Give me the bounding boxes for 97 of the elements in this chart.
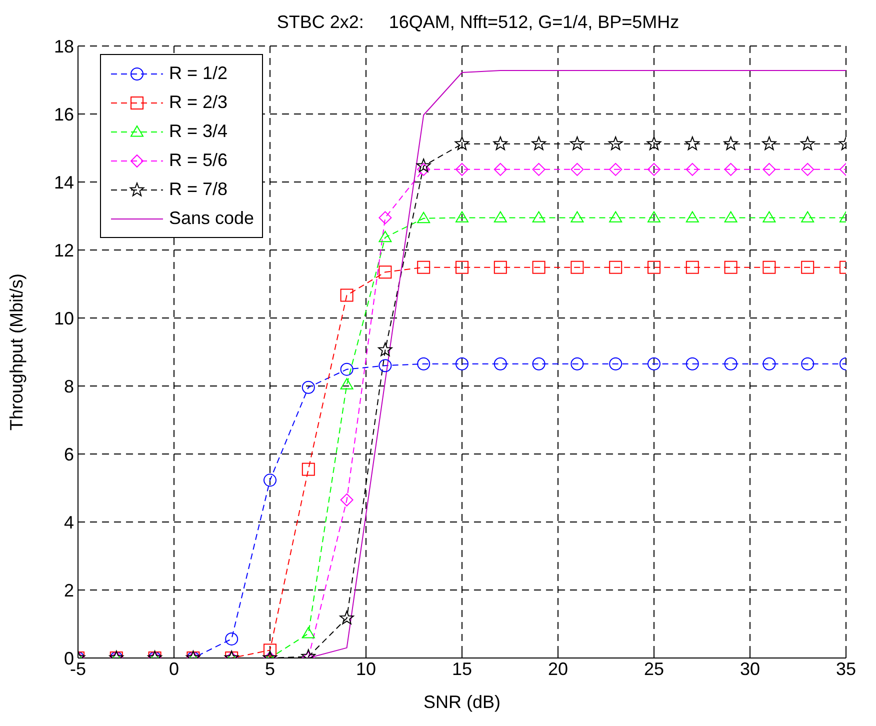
legend-label: R = 1/2 — [169, 63, 228, 84]
y-tick-label: 14 — [54, 172, 74, 192]
point — [800, 136, 815, 150]
point — [609, 162, 622, 176]
point — [532, 162, 546, 176]
y-tick-label: 16 — [54, 104, 74, 124]
point — [456, 260, 468, 274]
point — [494, 162, 507, 176]
point — [378, 211, 392, 224]
legend-label: R = 3/4 — [169, 121, 228, 142]
x-tick-label: 10 — [356, 658, 376, 679]
point — [724, 211, 738, 222]
point — [340, 288, 354, 302]
point — [608, 136, 623, 150]
point — [685, 136, 700, 150]
point — [801, 260, 814, 274]
point — [648, 357, 660, 370]
point — [378, 266, 392, 279]
point — [378, 230, 392, 242]
point — [686, 162, 699, 176]
point — [801, 162, 814, 176]
x-tick-label: 15 — [452, 658, 472, 679]
point — [762, 357, 776, 370]
point — [762, 260, 776, 274]
point — [225, 632, 238, 646]
point — [724, 357, 738, 370]
point — [686, 211, 699, 222]
chart-title: STBC 2x2: 16QAM, Nfft=512, G=1/4, BP=5MHz — [276, 12, 680, 33]
point — [570, 162, 584, 176]
point — [801, 211, 814, 222]
point — [570, 357, 584, 370]
point — [532, 211, 546, 222]
point — [378, 342, 392, 356]
point — [724, 162, 738, 176]
point — [456, 211, 468, 222]
point — [686, 357, 699, 370]
point — [648, 211, 660, 222]
x-tick-label: 30 — [740, 658, 760, 679]
point — [264, 474, 276, 487]
point — [724, 260, 738, 274]
point — [532, 357, 546, 370]
point — [686, 260, 699, 274]
legend-label: R = 5/6 — [169, 150, 228, 171]
point — [456, 162, 468, 176]
point — [454, 136, 470, 150]
point — [302, 380, 315, 394]
point — [340, 362, 354, 376]
point — [646, 136, 662, 150]
point — [570, 136, 584, 150]
point — [648, 260, 660, 274]
y-tick-label: 18 — [54, 36, 74, 56]
point — [801, 357, 814, 370]
point — [340, 378, 354, 390]
point — [762, 162, 776, 176]
point — [570, 211, 584, 222]
point — [416, 158, 431, 172]
point — [417, 357, 430, 370]
point — [340, 493, 354, 506]
y-tick-label: 8 — [64, 376, 74, 396]
point — [417, 260, 430, 274]
legend-label: Sans code — [169, 208, 254, 229]
point — [378, 359, 392, 372]
point — [570, 260, 584, 274]
x-tick-label: 0 — [168, 658, 180, 679]
point — [609, 260, 622, 274]
point — [264, 644, 276, 657]
x-tick-label: 35 — [836, 658, 856, 679]
x-axis-title: SNR (dB) — [423, 692, 501, 712]
x-tick-label: 20 — [548, 658, 568, 679]
point — [417, 212, 430, 224]
point — [417, 162, 430, 176]
legend-label: R = 7/8 — [169, 179, 228, 200]
point — [532, 136, 546, 150]
point — [494, 357, 507, 370]
point — [762, 136, 776, 150]
point — [302, 627, 315, 638]
point — [456, 357, 468, 370]
point — [609, 211, 622, 222]
point — [532, 260, 546, 274]
y-tick-label: 12 — [54, 240, 74, 260]
y-tick-label: 4 — [64, 512, 74, 532]
y-tick-label: 10 — [54, 308, 74, 328]
y-tick-label: 2 — [64, 580, 74, 600]
y-tick-label: 6 — [64, 444, 74, 464]
legend-label: R = 2/3 — [169, 92, 228, 113]
point — [724, 136, 738, 150]
y-axis-title: Throughput (Mbit/s) — [6, 273, 26, 431]
x-tick-label: 5 — [264, 658, 276, 679]
point — [762, 211, 776, 222]
point — [340, 610, 354, 624]
point — [648, 162, 660, 176]
point — [302, 462, 315, 476]
point — [493, 136, 508, 150]
point — [609, 357, 622, 370]
point — [494, 260, 507, 274]
point — [494, 211, 507, 222]
x-tick-label: 25 — [644, 658, 664, 679]
